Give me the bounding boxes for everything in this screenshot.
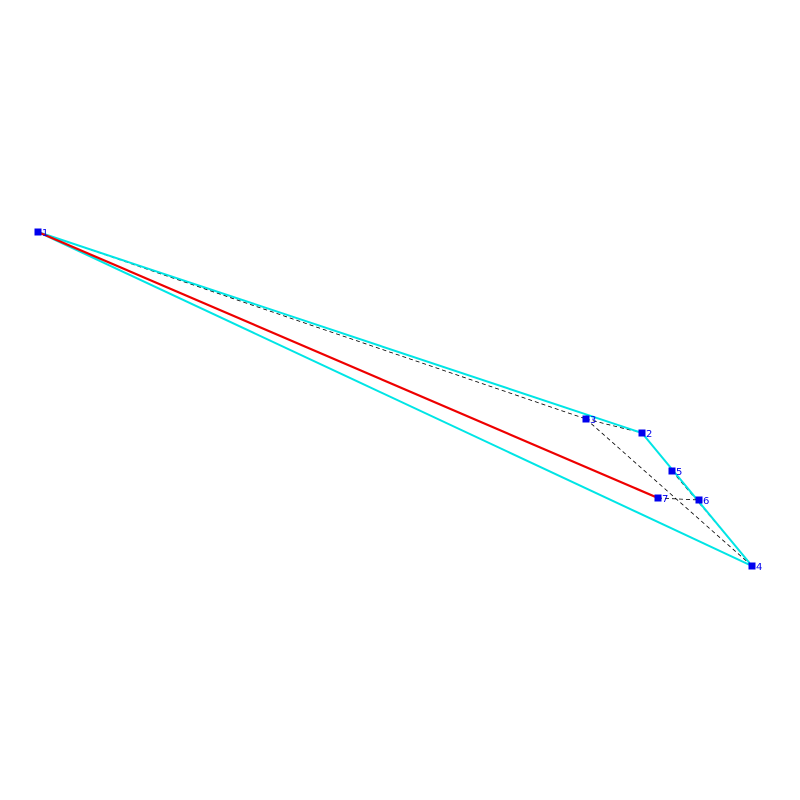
- point-labels: 1 2 3 4 5 6 7: [42, 228, 762, 573]
- point-label-3: 3: [590, 415, 596, 426]
- point-7: [654, 494, 662, 502]
- point-2: [638, 429, 646, 437]
- hull-edge-1-2: [37, 231, 643, 434]
- point-label-1: 1: [42, 228, 48, 239]
- point-1: [34, 228, 42, 236]
- red-edge-1-7: [37, 230, 659, 500]
- point-label-7: 7: [662, 494, 668, 505]
- point-5: [668, 467, 676, 475]
- dashed-edge-1-3: [37, 231, 587, 420]
- point-label-2: 2: [646, 429, 652, 440]
- point-3: [582, 415, 590, 423]
- point-6: [695, 496, 703, 504]
- dashed-edge-3-4: [585, 418, 753, 567]
- red-path: [37, 230, 659, 500]
- hull-edge-4-1: [37, 231, 753, 567]
- points: [34, 228, 756, 570]
- hull-outline: [37, 231, 753, 567]
- point-label-4: 4: [756, 562, 762, 573]
- dashed-edge-3-2: [585, 418, 643, 434]
- point-label-5: 5: [676, 467, 682, 478]
- point-label-6: 6: [703, 496, 709, 507]
- point-4: [748, 562, 756, 570]
